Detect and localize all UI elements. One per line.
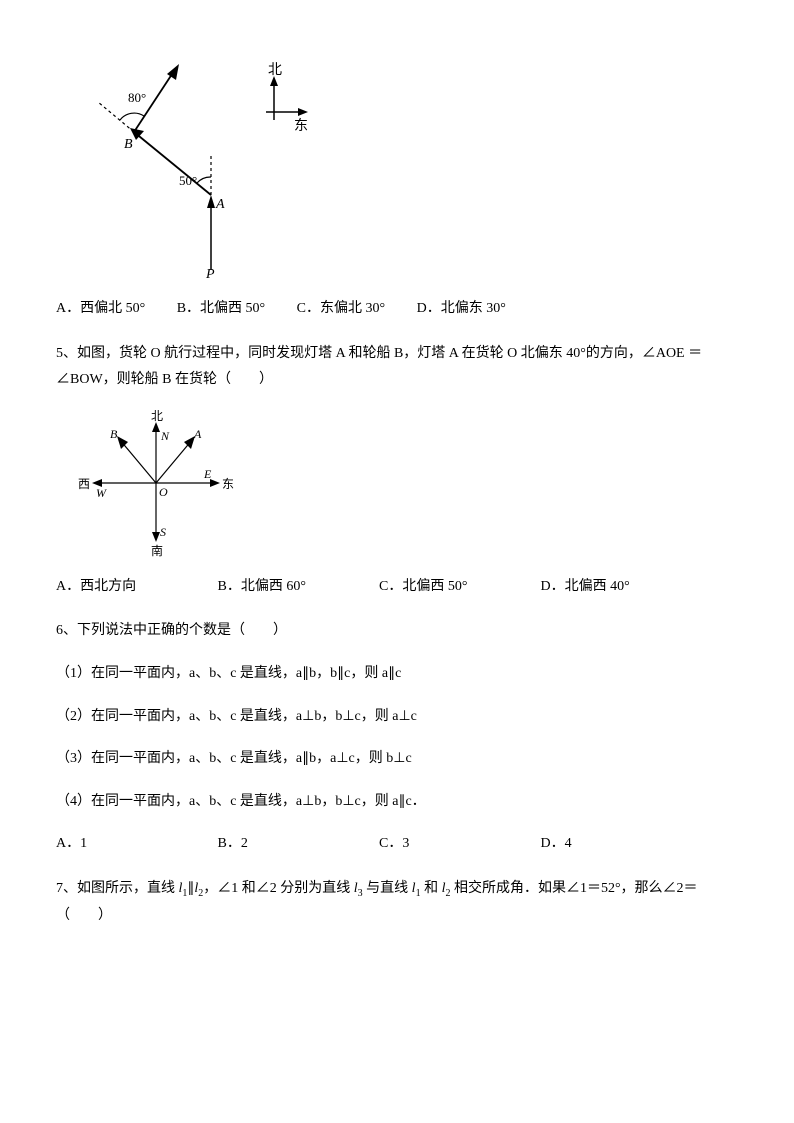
q6-text: 6、下列说法中正确的个数是（ ） <box>56 618 738 645</box>
q5-S: S <box>160 525 166 539</box>
q5-option-d: D．北偏西 40° <box>541 574 699 601</box>
q6-option-b: B．2 <box>218 831 376 858</box>
q5-west: 西 <box>78 477 90 491</box>
q5-A: A <box>193 427 202 441</box>
label-B: B <box>124 137 133 152</box>
q5-B: B <box>110 427 118 441</box>
q5-W: W <box>96 486 107 500</box>
q4-option-a: A．西偏北 50° <box>56 296 145 323</box>
q4-option-b: B．北偏西 50° <box>177 296 265 323</box>
q5-text: 5、如图，货轮 O 航行过程中，同时发现灯塔 A 和轮船 B，灯塔 A 在货轮 … <box>56 341 738 394</box>
q5-east: 东 <box>222 477 234 491</box>
compass-east: 东 <box>294 118 308 134</box>
q6-s4: （4）在同一平面内，a、b、c 是直线，a⊥b，b⊥c，则 a∥c． <box>56 789 738 816</box>
q6-options: A．1 B．2 C．3 D．4 <box>56 831 738 858</box>
q5-option-a: A．西北方向 <box>56 574 214 601</box>
q5-N: N <box>160 429 170 443</box>
label-P: P <box>205 267 215 280</box>
q7-m2: ，∠1 和∠2 分别为直线 <box>203 881 354 896</box>
label-A: A <box>215 197 225 212</box>
q6-s2: （2）在同一平面内，a、b、c 是直线，a⊥b，b⊥c，则 a⊥c <box>56 704 738 731</box>
q5-figure: N 北 S 南 E 东 W 西 O A B <box>56 408 738 558</box>
q5-option-c: C．北偏西 50° <box>379 574 537 601</box>
q7-m4: 和 <box>421 881 442 896</box>
q4-options: A．西偏北 50° B．北偏西 50° C．东偏北 30° D．北偏东 30° <box>56 296 738 323</box>
q5-options: A．西北方向 B．北偏西 60° C．北偏西 50° D．北偏西 40° <box>56 574 738 601</box>
q6-option-a: A．1 <box>56 831 214 858</box>
angle-80: 80° <box>128 90 146 105</box>
q5-E: E <box>203 467 212 481</box>
q6-option-d: D．4 <box>541 831 699 858</box>
q4-option-c: C．东偏北 30° <box>297 296 385 323</box>
q6-s3: （3）在同一平面内，a、b、c 是直线，a∥b，a⊥c，则 b⊥c <box>56 746 738 773</box>
q7-m3: 与直线 <box>363 881 412 896</box>
q6-option-c: C．3 <box>379 831 537 858</box>
q5-option-b: B．北偏西 60° <box>218 574 376 601</box>
q6-s1: （1）在同一平面内，a、b、c 是直线，a∥b，b∥c，则 a∥c <box>56 661 738 688</box>
q5-south: 南 <box>151 543 163 558</box>
q5-O: O <box>159 485 168 499</box>
compass-north: 北 <box>268 62 282 78</box>
q4-figure: 北 东 A P 50° B 80° <box>56 60 738 280</box>
q7-text: 7、如图所示，直线 l1∥l2，∠1 和∠2 分别为直线 l3 与直线 l1 和… <box>56 876 738 929</box>
q7-pre: 7、如图所示，直线 <box>56 881 179 896</box>
q5-north: 北 <box>151 409 163 423</box>
q4-option-d: D．北偏东 30° <box>417 296 506 323</box>
